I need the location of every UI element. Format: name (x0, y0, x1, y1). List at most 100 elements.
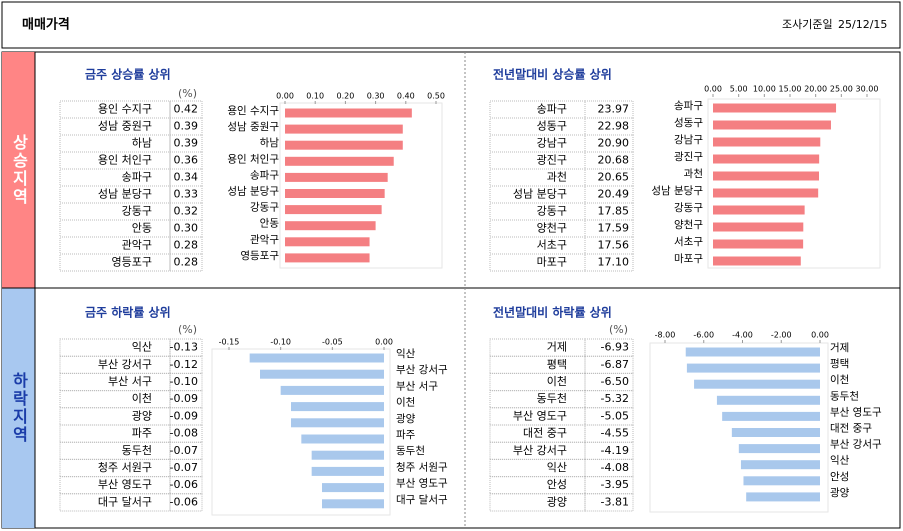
table-value-cell (169, 424, 203, 443)
bar (738, 444, 820, 454)
bar-category-label: 안성 (830, 471, 849, 483)
table-value: 22.98 (598, 120, 630, 133)
table-region: 동두천 (537, 391, 567, 405)
table-value: -5.05 (601, 409, 629, 422)
rise-label-box: 상승지역 (2, 52, 35, 288)
section-label: 하락지역 (9, 372, 29, 444)
bar-category-label: 송파구 (250, 169, 279, 181)
table-value: -0.09 (170, 409, 198, 422)
bar (713, 205, 805, 215)
bar (716, 395, 820, 405)
bar (260, 369, 384, 379)
table-value-cell (584, 476, 634, 495)
table-region: 성동구 (537, 120, 567, 133)
bar-category-label: 용인 수지구 (227, 105, 279, 117)
bar-category-label: 양천구 (674, 219, 703, 231)
x-tick-label: 0.20 (336, 92, 354, 101)
x-tick-label: 30.00 (856, 85, 879, 94)
bar-category-label: 광진구 (674, 151, 703, 163)
table-region: 부산 서구 (108, 375, 152, 388)
bar (322, 483, 384, 493)
table-region: 거제 (547, 341, 567, 354)
bar-category-label: 이천 (830, 374, 849, 386)
table-name-cell (59, 493, 171, 512)
table-value: -0.13 (170, 341, 198, 354)
bar (311, 466, 384, 476)
bar-category-label: 하남 (260, 136, 280, 149)
table-value: -0.06 (170, 495, 198, 508)
table-region: 송파구 (122, 171, 152, 184)
table-region: 익산 (547, 461, 567, 474)
table-value: -6.87 (601, 358, 629, 371)
table-value-cell (584, 407, 634, 426)
table-value: 20.65 (598, 171, 630, 184)
table-region: 부산 강서구 (98, 358, 152, 371)
plot-frame (279, 102, 443, 269)
table-value-cell (584, 424, 634, 443)
x-tick-label: 0.00 (704, 85, 722, 94)
table-region: 성남 중원구 (98, 120, 152, 133)
x-tick-label: 20.00 (804, 85, 827, 94)
bar-category-label: 파주 (396, 429, 416, 441)
bar-category-label: 부산 영도구 (830, 406, 882, 418)
bar (285, 172, 388, 182)
bar-category-label: 익산 (830, 455, 850, 467)
bar (291, 402, 384, 412)
table-value-cell (584, 338, 634, 357)
table-region: 강남구 (537, 137, 567, 150)
bar (694, 379, 820, 389)
x-tick-label: -4.00 (732, 331, 753, 340)
table-region: 광양 (547, 495, 567, 508)
bar (285, 237, 370, 247)
bar (285, 189, 385, 198)
bar (249, 353, 384, 363)
bar (713, 171, 820, 181)
table-region: 이천 (547, 374, 567, 388)
bar (686, 363, 820, 373)
x-tick-label: -2.00 (771, 331, 792, 340)
bar-category-label: 청주 서원구 (396, 461, 448, 473)
table-region: 부산 강서구 (513, 444, 567, 457)
table-region: 강동구 (122, 205, 152, 218)
table-value: -4.55 (601, 427, 629, 440)
bar-category-label: 동두천 (396, 445, 425, 457)
bar-category-label: 부산 영도구 (396, 478, 448, 490)
table-region: 부산 영도구 (98, 478, 152, 491)
table-value-cell (584, 355, 634, 374)
table-value: 0.39 (174, 120, 199, 133)
table-value-cell (169, 476, 203, 495)
bar (731, 428, 820, 437)
table-value: 0.28 (174, 239, 199, 252)
table-value-cell (584, 493, 634, 512)
unit-label: (%) (178, 323, 197, 336)
table-value-cell (169, 372, 203, 392)
table-value-cell (584, 372, 634, 392)
table-value-cell (584, 253, 634, 272)
x-tick-label: 0.10 (306, 92, 324, 101)
table-value-cell (169, 253, 203, 272)
bar-category-label: 관악구 (250, 234, 279, 246)
header-box (1, 1, 901, 49)
bar (713, 154, 820, 164)
x-tick-label: 0.50 (427, 92, 445, 101)
survey-date: 25/12/15 (838, 18, 887, 31)
x-tick-label: -0.10 (270, 338, 291, 347)
table-region: 대전 중구 (523, 427, 567, 440)
bar-category-label: 안동 (260, 218, 280, 230)
panel-title: 전년말대비 하락률 상위 (493, 305, 612, 320)
table-value: 0.39 (174, 137, 199, 150)
table-value: -4.08 (601, 461, 629, 474)
bar (291, 418, 384, 428)
bar-category-label: 강동구 (250, 202, 279, 214)
bar (713, 188, 819, 198)
bar (285, 253, 370, 263)
bar-category-label: 성남 분당구 (227, 186, 279, 198)
unit-label: (%) (178, 87, 197, 100)
table-region: 익산 (132, 341, 152, 354)
bar (713, 103, 837, 113)
table-region: 서초구 (537, 239, 567, 252)
table-value-cell (169, 390, 203, 409)
bar (713, 239, 804, 249)
bar (285, 124, 403, 134)
